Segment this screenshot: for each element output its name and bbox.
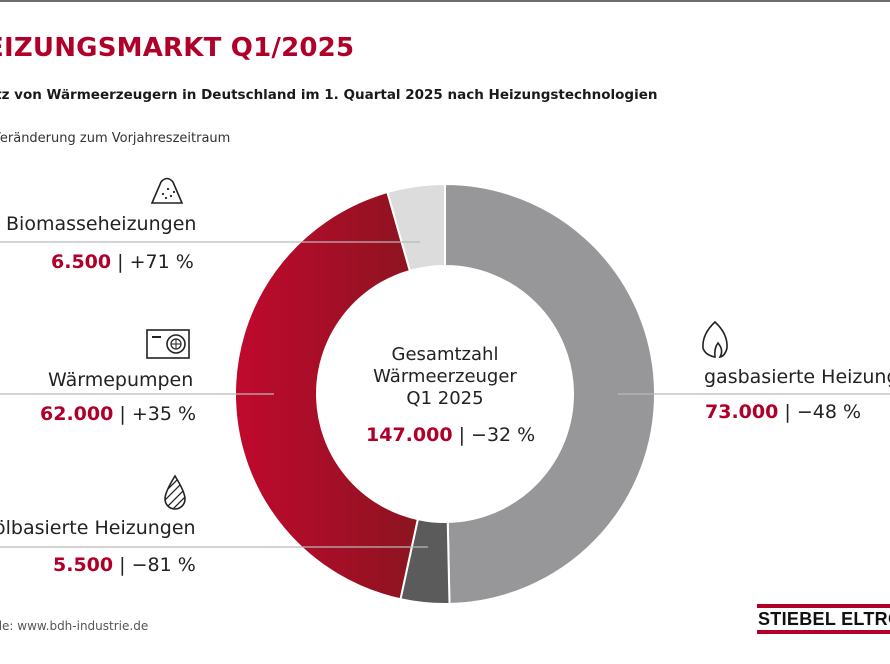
center-line-1: Gesamtzahl — [391, 344, 499, 365]
value-gas-change: −48 % — [796, 401, 862, 423]
value-gas-number: 73.000 — [705, 401, 779, 423]
value-oel-change: −81 % — [131, 554, 196, 576]
value-separator: | — [778, 401, 797, 423]
top-rule — [0, 0, 890, 2]
value-biomasse: 6.500 | +71 % — [51, 251, 194, 273]
label-biomasse: Biomasseheizungen — [6, 213, 197, 235]
center-total: 147.000 | −32 % — [366, 424, 535, 446]
slice-biomasse — [386, 182, 446, 273]
value-separator: | — [111, 251, 130, 273]
value-waermepumpen: 62.000 | +35 % — [40, 403, 196, 425]
value-biomasse-number: 6.500 — [51, 251, 112, 273]
center-label: Gesamtzahl Wärmeerzeuger Q1 2025 — [335, 344, 555, 410]
value-waermepumpen-change: +35 % — [131, 403, 197, 425]
chart-subtitle: satz von Wärmeerzeugern in Deutschland i… — [0, 87, 658, 103]
oil-drop-icon — [164, 474, 186, 510]
logo-bar-bottom — [757, 630, 890, 634]
chart-title: EIZUNGSMARKT Q1/2025 — [0, 33, 355, 63]
value-gas: 73.000 | −48 % — [705, 401, 861, 423]
label-oel: ölbasierte Heizungen — [0, 517, 196, 539]
stiebel-eltron-logo: STIEBEL ELTRON — [757, 604, 890, 634]
leader-lines — [0, 241, 890, 548]
value-oel-number: 5.500 — [53, 554, 114, 576]
gas-flame-icon — [702, 320, 728, 359]
center-line-3: Q1 2025 — [406, 388, 484, 409]
value-biomasse-change: +71 % — [129, 251, 194, 273]
center-total-number: 147.000 — [366, 424, 453, 446]
label-gas: gasbasierte Heizungen — [704, 366, 890, 388]
source-note: elle: www.bdh-industrie.de — [0, 619, 149, 633]
slice-waermepumpen — [234, 190, 420, 601]
value-separator: | — [113, 403, 132, 425]
value-separator: | — [113, 554, 132, 576]
logo-text: STIEBEL ELTRON — [758, 609, 890, 629]
pellet-pile-icon — [150, 177, 184, 204]
value-oel: 5.500 | −81 % — [53, 554, 196, 576]
heat-pump-icon — [146, 329, 190, 359]
donut-slices — [234, 182, 656, 605]
center-total-change: −32 % — [471, 424, 536, 446]
logo-bar-top — [757, 604, 890, 608]
value-separator: | — [452, 424, 472, 446]
slice-gas — [444, 182, 656, 605]
label-waermepumpen: Wärmepumpen — [48, 369, 194, 391]
value-waermepumpen-number: 62.000 — [40, 403, 114, 425]
legend-note: Veränderung zum Vorjahreszeitraum — [0, 131, 231, 146]
center-line-2: Wärmeerzeuger — [373, 366, 517, 387]
